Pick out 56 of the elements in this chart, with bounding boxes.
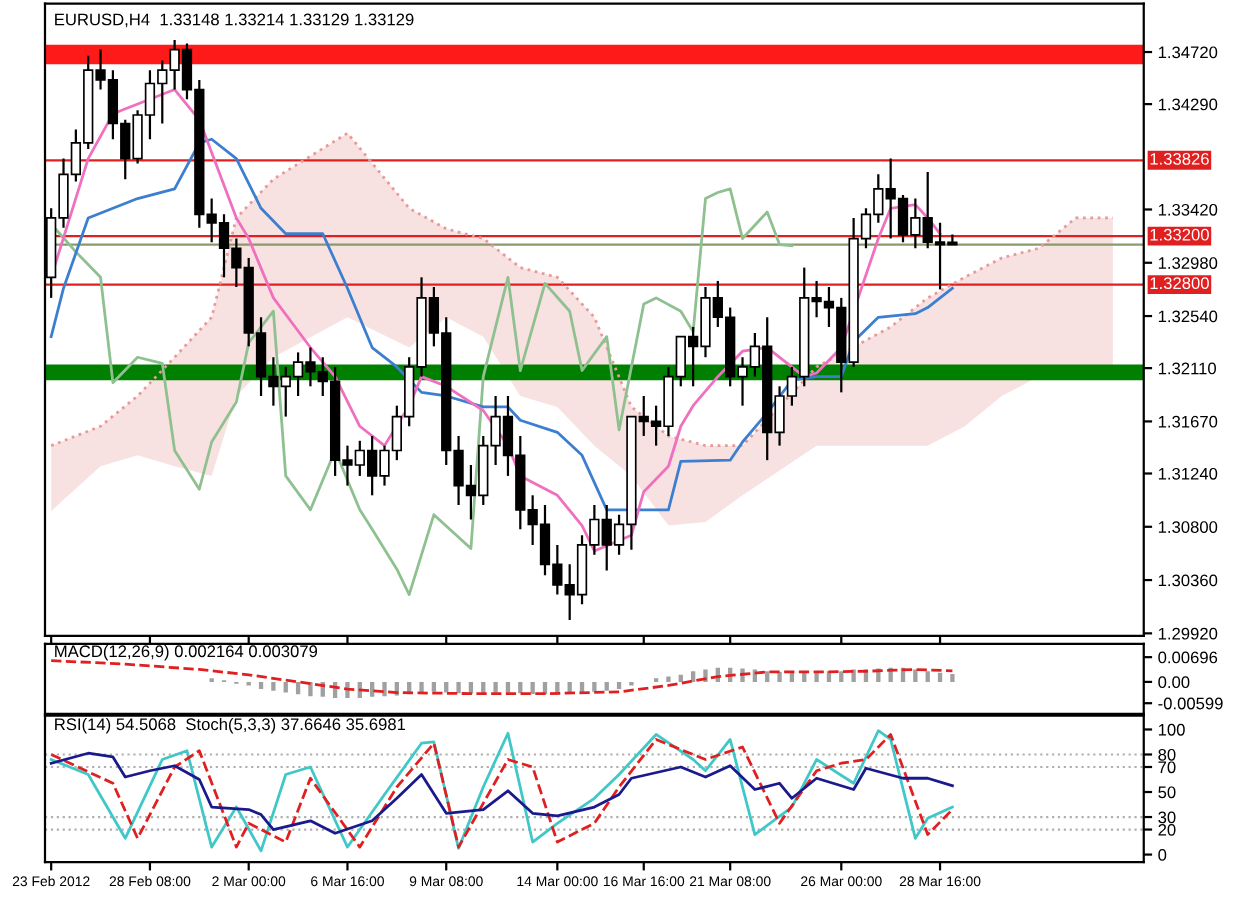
y-tick-label: 1.33420 xyxy=(1158,203,1218,216)
bar xyxy=(604,681,609,691)
line-series xyxy=(49,751,954,835)
y-tick-label: 1.34290 xyxy=(1158,98,1218,111)
chart-title: RSI(14) 54.5068 Stoch(5,3,3) 37.6646 35.6981 xyxy=(55,717,406,734)
y-tick-label: 0.00696 xyxy=(1158,651,1218,664)
bar xyxy=(530,681,535,694)
y-tick-label: 0.00 xyxy=(1158,676,1190,689)
bar xyxy=(419,681,424,693)
y-tick-label: 1.32110 xyxy=(1158,362,1216,375)
y-tick-label: 20 xyxy=(1158,823,1176,836)
ref-line-label: 1.33826 xyxy=(1150,152,1209,165)
bar xyxy=(851,669,856,682)
y-tick-label: 80 xyxy=(1158,748,1176,761)
bar xyxy=(271,681,276,691)
y-tick-label: 1.31670 xyxy=(1158,415,1218,428)
y-tick-label: 70 xyxy=(1158,761,1176,774)
y-tick-label: 1.34720 xyxy=(1158,46,1218,59)
y-tick-label: 1.30800 xyxy=(1158,521,1218,533)
bar xyxy=(777,671,782,682)
bar xyxy=(678,674,683,682)
line-series xyxy=(49,659,954,696)
bar xyxy=(937,672,943,682)
bar xyxy=(592,681,597,692)
bar xyxy=(839,671,844,682)
chart-title: MACD(12,26,9) 0.002164 0.003079 xyxy=(55,644,318,661)
y-tick-label: 0 xyxy=(1158,848,1167,861)
bar xyxy=(431,681,437,692)
bar xyxy=(666,676,671,682)
y-tick-label: 1.32980 xyxy=(1158,257,1218,269)
bar xyxy=(258,681,264,690)
line-series xyxy=(49,137,954,512)
bar xyxy=(444,681,449,693)
bar xyxy=(789,673,795,682)
bar xyxy=(925,671,930,682)
text: EURUSD,H4 1.33148 1.33214 1.33129 1.33129 xyxy=(55,13,414,28)
bar xyxy=(493,681,498,693)
y-tick-label: 1.30360 xyxy=(1158,574,1218,587)
y-tick-label: 100 xyxy=(1158,723,1185,736)
bar xyxy=(913,669,918,682)
y-tick-label: 50 xyxy=(1158,786,1176,799)
y-tick-label: 1.31240 xyxy=(1158,467,1218,480)
ref-line-label: 1.32800 xyxy=(1150,277,1209,290)
y-tick-label: -0.00599 xyxy=(1158,697,1223,710)
bar xyxy=(283,681,288,693)
bar xyxy=(382,681,387,697)
y-tick-label: 1.29920 xyxy=(1158,627,1218,640)
bar xyxy=(950,674,955,682)
bar xyxy=(456,681,461,694)
bar xyxy=(616,681,622,690)
bar xyxy=(765,671,770,682)
bar xyxy=(690,671,696,682)
y-tick-label: 30 xyxy=(1158,811,1176,824)
line-series xyxy=(49,131,1115,448)
ref-line-label: 1.33200 xyxy=(1150,228,1209,241)
y-tick-label: 1.32540 xyxy=(1158,310,1218,323)
